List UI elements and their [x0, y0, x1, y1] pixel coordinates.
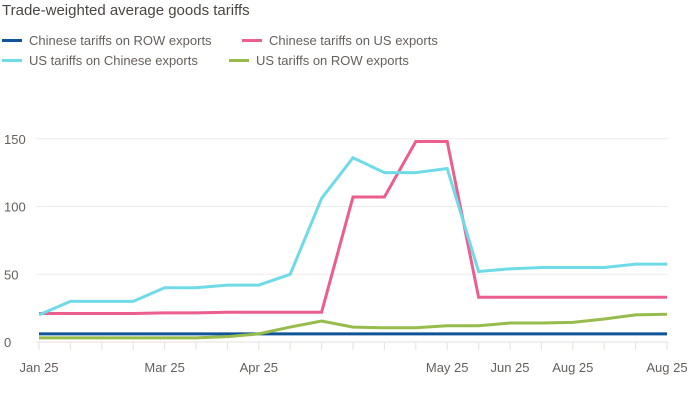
y-tick-label: 150: [4, 132, 26, 147]
legend-item: Chinese tariffs on US exports: [242, 33, 438, 48]
y-tick-label: 0: [4, 335, 11, 350]
x-tick-label: Jan 25: [19, 360, 58, 375]
legend-swatch: [229, 59, 249, 62]
legend-item: Chinese tariffs on ROW exports: [2, 33, 212, 48]
series-line-us-tariffs-on-row-exports: [39, 312, 668, 340]
x-tick-label: Aug 25: [552, 360, 593, 375]
y-tick-label: 100: [4, 200, 26, 215]
x-tick-label: Apr 25: [240, 360, 278, 375]
legend-label: US tariffs on Chinese exports: [29, 53, 198, 68]
x-tick-label: Mar 25: [144, 360, 184, 375]
chart-title: Trade-weighted average goods tariffs: [2, 2, 250, 19]
legend-item: US tariffs on ROW exports: [229, 53, 409, 68]
y-tick-label: 50: [4, 267, 18, 282]
x-tick-label: Aug 25: [646, 360, 687, 375]
legend-swatch: [2, 59, 22, 62]
legend-label: Chinese tariffs on US exports: [269, 33, 438, 48]
legend-label: US tariffs on ROW exports: [256, 53, 409, 68]
series-line-chinese-tariffs-on-us-exports: [39, 139, 667, 316]
legend-swatch: [242, 39, 262, 42]
x-tick-label: May 25: [426, 360, 469, 375]
legend-item: US tariffs on Chinese exports: [2, 53, 198, 68]
x-tick-label: Jun 25: [490, 360, 529, 375]
series-line-us-tariffs-on-chinese-exports: [38, 155, 667, 317]
legend-label: Chinese tariffs on ROW exports: [29, 33, 212, 48]
legend-swatch: [2, 39, 22, 42]
